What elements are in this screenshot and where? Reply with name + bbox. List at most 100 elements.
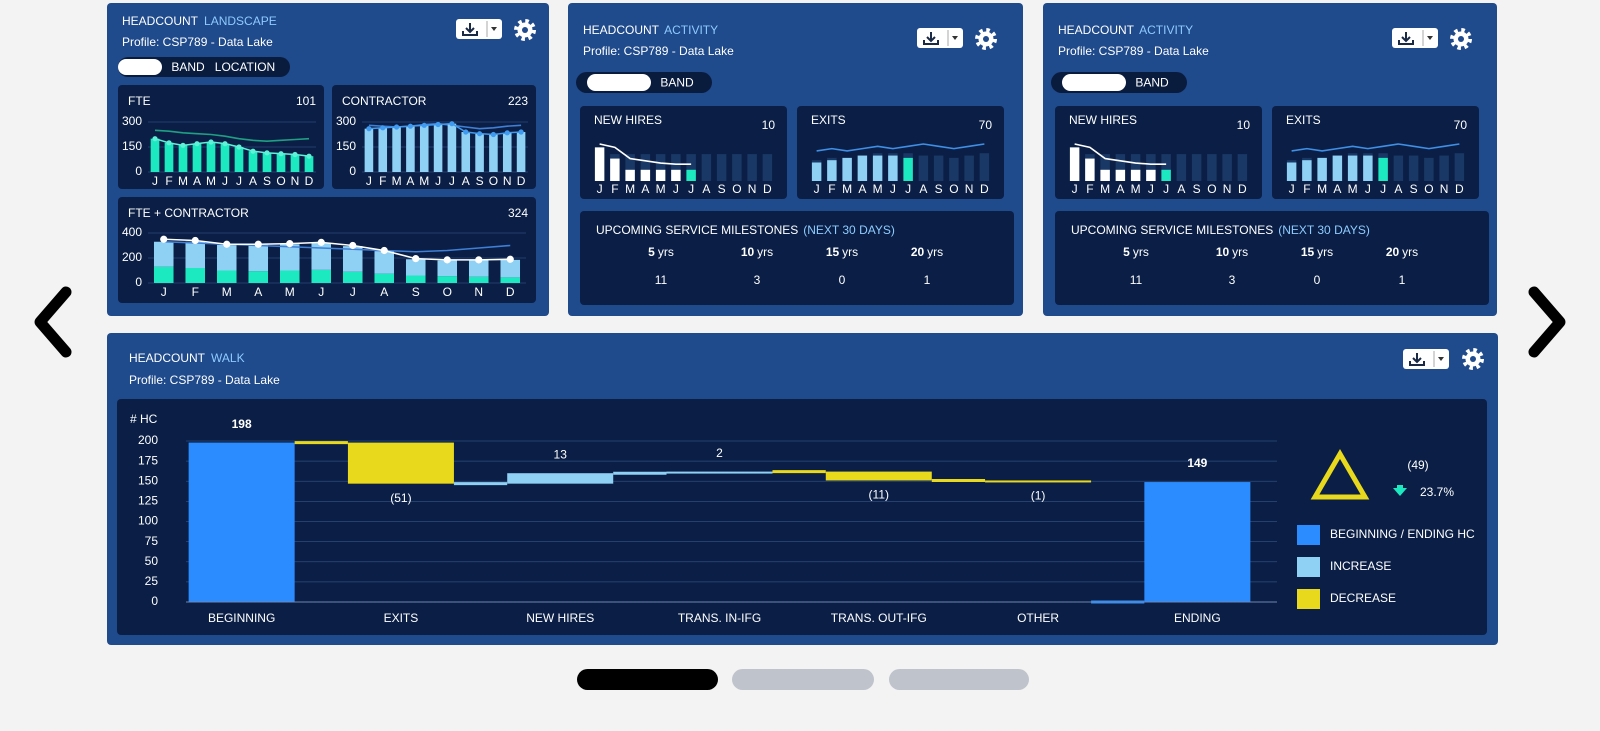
month-label: D: [1455, 182, 1464, 196]
title-accent: LANDSCAPE: [204, 14, 277, 28]
month-label: J: [1148, 182, 1154, 196]
bar-dot: [463, 129, 469, 135]
bar: [964, 155, 974, 181]
bar: [716, 154, 727, 181]
line-dot: [412, 255, 420, 263]
bar: [610, 158, 620, 181]
month-label: M: [1348, 182, 1358, 196]
title-main: HEADCOUNT: [1058, 23, 1135, 37]
bar-dot: [449, 121, 455, 127]
month-label: N: [1440, 182, 1449, 196]
trend-line: [1074, 143, 1167, 165]
tab[interactable]: BAND: [1135, 76, 1169, 90]
gear-teeth: [1462, 348, 1484, 370]
y-tick-label: 200: [122, 250, 142, 264]
card: HEADCOUNT ACTIVITY Profile: CSP789 - Data …: [568, 3, 1023, 316]
dropdown-caret: [1427, 36, 1433, 40]
walk-bar: [985, 480, 1092, 483]
milestone-count: 1: [924, 273, 931, 287]
month-label: D: [980, 182, 989, 196]
bar: [1207, 154, 1217, 181]
line-dot: [254, 240, 262, 248]
years-number: 20: [911, 245, 925, 259]
card-title: HEADCOUNT ACTIVITY: [583, 23, 718, 37]
bar: [216, 270, 237, 283]
walk-bar: [507, 473, 614, 484]
settings-gear[interactable]: [1450, 28, 1472, 50]
month-label: J: [222, 174, 228, 188]
title-main: HEADCOUNT: [129, 351, 206, 365]
walk-value-label: 198: [232, 417, 252, 431]
bar: [433, 124, 443, 172]
bar: [918, 155, 929, 181]
page-dot[interactable]: [889, 669, 1029, 690]
tab[interactable]: TOTAL: [1075, 76, 1113, 90]
bar: [732, 154, 742, 181]
bar: [701, 154, 712, 181]
month-label: S: [1193, 182, 1201, 196]
month-label: O: [1424, 182, 1433, 196]
milestone-years: 10 yrs: [1216, 245, 1248, 259]
tab-active: [587, 74, 651, 91]
gear-teeth: [975, 28, 997, 50]
bar-dot: [278, 151, 284, 157]
bar: [625, 154, 635, 181]
panel-total: 223: [508, 94, 528, 108]
trend-line: [599, 143, 692, 165]
prev-arrow[interactable]: [34, 286, 72, 358]
bar: [216, 244, 237, 271]
month-label: F: [379, 174, 386, 188]
month-label: A: [193, 174, 201, 188]
settings-gear[interactable]: [1462, 348, 1484, 370]
page-dot-active[interactable]: [577, 669, 718, 690]
bar: [1176, 154, 1187, 181]
bar: [150, 138, 160, 172]
y-tick-label: 400: [122, 225, 142, 239]
tab[interactable]: TOTAL: [121, 60, 159, 74]
walk-category: TRANS. IN-IFG: [678, 611, 761, 625]
month-label: F: [192, 285, 199, 299]
y-tick-label: 300: [336, 114, 356, 128]
bar-dot: [407, 123, 414, 129]
title-main: UPCOMING SERVICE MILESTONES: [596, 223, 798, 237]
next-arrow[interactable]: [1528, 286, 1566, 358]
bar: [949, 157, 959, 181]
month-label: M: [842, 182, 852, 196]
bar: [516, 132, 526, 172]
tab-bar: [118, 57, 290, 77]
bar: [671, 169, 681, 181]
panel-label: FTE + CONTRACTOR: [128, 206, 249, 220]
month-label: A: [858, 182, 866, 196]
settings-gear[interactable]: [975, 28, 997, 50]
y-tick-label: 25: [145, 574, 159, 588]
month-label: D: [763, 182, 772, 196]
tab[interactable]: BAND: [660, 76, 694, 90]
month-label: J: [673, 182, 679, 196]
month-label: A: [641, 182, 649, 196]
y-tick-label: 125: [138, 494, 158, 508]
month-label: O: [443, 285, 452, 299]
walk-value-label: (11): [869, 488, 889, 502]
line-dot: [286, 240, 294, 248]
panel-label: FTE: [128, 94, 151, 108]
walk-category: BEGINNING: [208, 611, 275, 625]
milestone-count: 11: [1130, 273, 1143, 287]
tab[interactable]: TOTAL: [600, 76, 638, 90]
walk-category: TRANS. OUT-IFG: [831, 611, 927, 625]
panel-total: 101: [296, 94, 316, 108]
legend-swatch: [1297, 589, 1320, 609]
bar: [378, 127, 388, 172]
panel-label: EXITS: [811, 113, 846, 127]
settings-gear[interactable]: [514, 19, 536, 41]
tab[interactable]: LOCATION: [215, 60, 275, 74]
page-dot[interactable]: [732, 669, 874, 690]
panel-total: 70: [1454, 118, 1468, 132]
bar: [1393, 155, 1404, 181]
bar: [686, 169, 696, 181]
bar: [1408, 155, 1419, 181]
panel: [580, 211, 1014, 305]
month-label: N: [474, 285, 483, 299]
bar: [185, 268, 206, 283]
tab[interactable]: BAND: [171, 60, 205, 74]
